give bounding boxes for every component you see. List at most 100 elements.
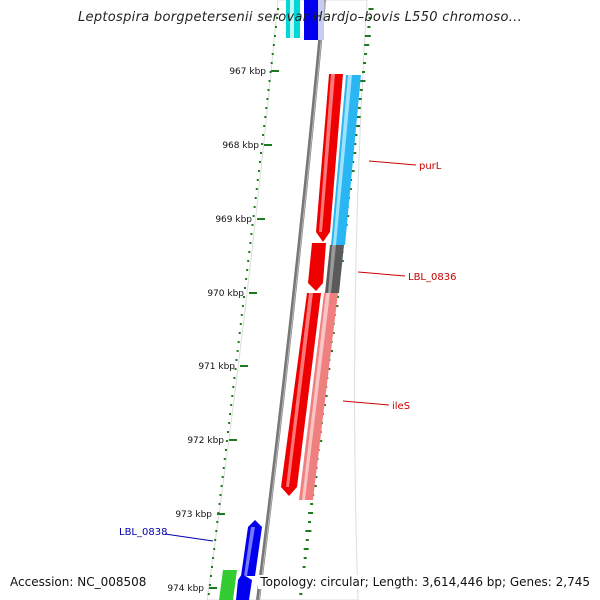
gc-dot [255, 188, 258, 190]
gc-dot [207, 593, 210, 595]
gc-dot [354, 134, 358, 136]
gc-dot [223, 458, 226, 460]
gc-dot [247, 260, 250, 262]
gc-dot [354, 125, 360, 127]
gc-dot [230, 404, 233, 406]
gc-dot [218, 503, 221, 505]
LBL-0836-leader-line [357, 271, 406, 277]
gc-dot [224, 449, 227, 451]
kbp-tick-label: 974 kbp [167, 584, 204, 594]
gc-dot [232, 386, 235, 388]
blue-gene-fragment[interactable] [304, 0, 318, 40]
gc-dot [208, 584, 211, 586]
gc-dot [248, 251, 251, 253]
gc-dot [237, 341, 240, 343]
gc-dot [276, 17, 278, 19]
gc-dot [253, 206, 256, 208]
gc-dot [260, 152, 262, 154]
LBL-0836-cds-highlight [328, 245, 336, 293]
gc-dot [265, 107, 268, 109]
gc-dot [254, 197, 257, 199]
ileS-leader-line [342, 400, 390, 406]
gc-dot [364, 35, 371, 37]
LBL-0836-gene[interactable] [308, 243, 326, 291]
gc-dot [305, 530, 312, 532]
gc-dot [364, 53, 368, 55]
gc-dot [274, 26, 277, 28]
gc-dot [216, 521, 219, 523]
gc-dot [264, 116, 267, 118]
LBL-0838-label[interactable]: LBL_0838 [119, 527, 167, 538]
gc-dot [368, 17, 372, 19]
gc-dot [240, 314, 243, 316]
ring-outline [206, 0, 368, 600]
gc-dot [214, 539, 217, 541]
backbone-line [256, 0, 326, 600]
green-gene[interactable] [219, 570, 237, 600]
ileS-cds-highlight [302, 293, 330, 500]
kbp-tick-label: 967 kbp [229, 67, 266, 77]
gc-dot [364, 44, 370, 46]
cyan-gene-highlight [290, 0, 294, 38]
kbp-tick-label: 969 kbp [215, 215, 252, 225]
gc-dot [363, 62, 367, 64]
map-title: Leptospira borgpetersenii serovar Hardjo… [77, 10, 523, 25]
ileS-gene-highlight [286, 293, 313, 487]
gc-dot [357, 107, 361, 109]
gc-dot [262, 134, 265, 136]
gc-dot [362, 71, 365, 73]
gc-dot [219, 494, 222, 496]
gc-dot [261, 143, 264, 145]
gc-dot [213, 548, 216, 550]
purL-label[interactable]: purL [419, 161, 442, 172]
gc-dot [257, 170, 260, 172]
gc-dot [227, 431, 229, 433]
gc-dot [233, 377, 236, 379]
LBL-0836-label[interactable]: LBL_0836 [408, 272, 456, 283]
gc-dot [266, 98, 269, 100]
ileS-label[interactable]: ileS [392, 401, 410, 412]
purL-leader-line [368, 160, 417, 166]
gc-dot [236, 350, 239, 352]
backbone-highlight [258, 0, 326, 600]
gc-dot [302, 566, 306, 568]
purL-cds-highlight [333, 75, 352, 245]
gc-dot [268, 80, 271, 82]
gc-dot [238, 332, 241, 334]
gc-dot [246, 269, 249, 271]
gc-dot [210, 575, 212, 577]
gc-dot [215, 530, 218, 532]
gc-dot [273, 35, 276, 37]
kbp-tick-label: 970 kbp [207, 289, 244, 299]
blue-gene-lower[interactable] [236, 574, 252, 600]
gc-dot [359, 89, 363, 91]
gc-dot [368, 8, 374, 10]
gc-dot [244, 287, 246, 289]
kbp-tick-label: 973 kbp [175, 510, 212, 520]
gc-dot [250, 233, 253, 235]
gc-dot [231, 395, 234, 397]
gc-dot [277, 8, 280, 10]
gc-dot [267, 89, 270, 91]
gc-dot [299, 593, 303, 595]
gc-dot [239, 323, 242, 325]
gc-dot [270, 62, 273, 64]
gc-dot [212, 557, 215, 559]
accession-text: Accession: NC_008508 [8, 575, 149, 589]
gc-dot [353, 143, 357, 145]
gc-dot [256, 179, 259, 181]
gc-dot [245, 278, 248, 280]
gc-dot [351, 152, 357, 154]
gc-dot [310, 503, 314, 505]
gc-dot [249, 242, 252, 244]
gc-dot [272, 44, 275, 46]
gc-dot [271, 53, 274, 55]
gc-dot [367, 26, 371, 28]
gc-dot [303, 548, 309, 550]
gc-dot [308, 521, 311, 523]
gc-dot [229, 413, 232, 415]
gc-dot [308, 512, 314, 514]
gc-dot [303, 557, 307, 559]
gc-dot [269, 71, 272, 73]
gc-dot [225, 440, 228, 442]
